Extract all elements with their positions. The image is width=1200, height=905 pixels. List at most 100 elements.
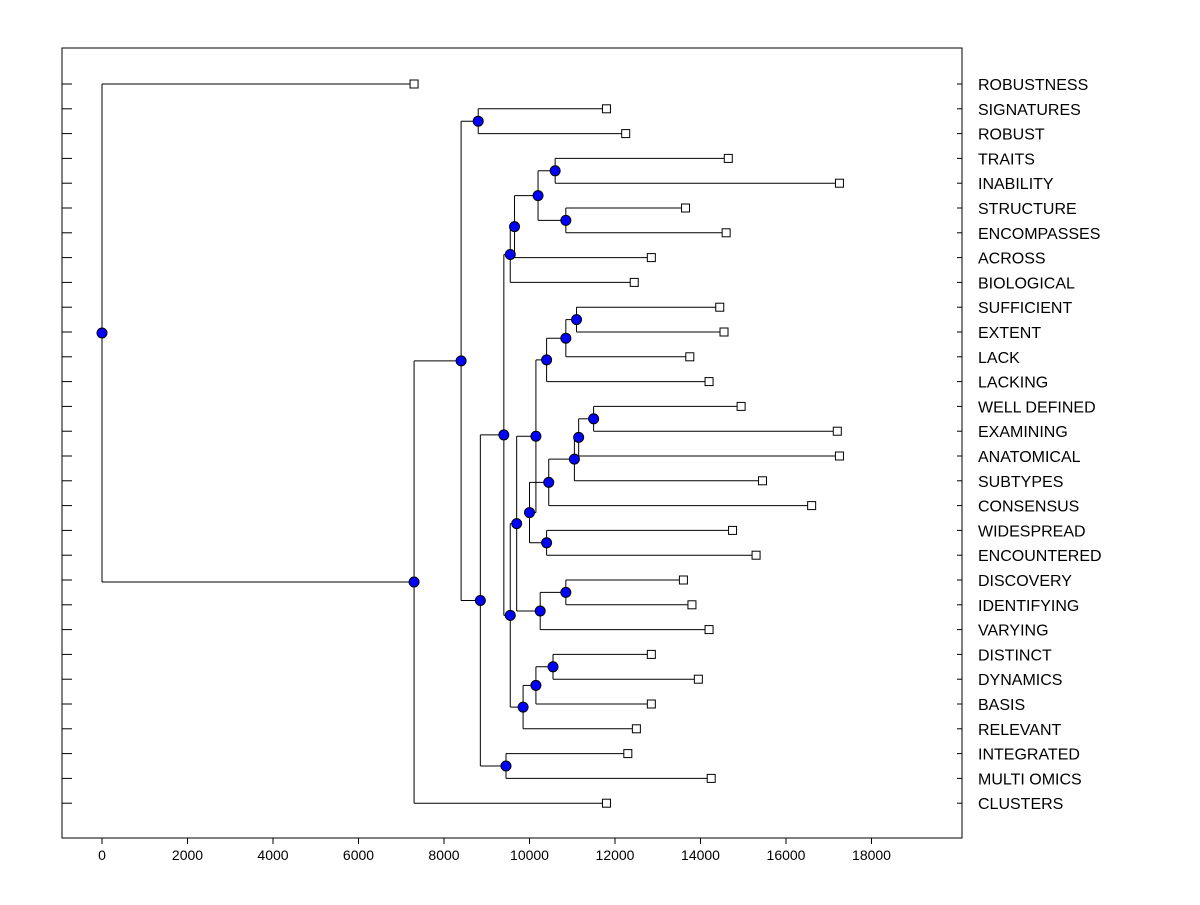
merge-node-marker [541,537,553,549]
leaf-marker [623,749,633,759]
x-tick-label: 8000 [428,847,459,863]
leaf-label: LACK [978,350,1020,367]
leaf-label: DYNAMICS [978,672,1062,689]
merge-node-marker [455,355,467,367]
dendrogram-links [101,83,840,804]
leaf-label: INTEGRATED [978,747,1080,764]
leaf-marker [621,129,631,139]
leaf-marker [751,550,761,560]
leaf-marker [719,327,729,337]
leaf-marker [757,476,767,486]
leaf-marker [601,104,611,114]
leaf-marker [706,773,716,783]
leaf-markers [409,79,844,808]
merge-node-marker [547,661,559,673]
merge-node-marker [588,413,600,425]
leaf-marker [687,600,697,610]
leaf-marker [601,798,611,808]
leaf-marker [409,79,419,89]
leaf-marker [728,525,738,535]
merge-node-marker [532,190,544,202]
leaf-label: ACROSS [978,251,1046,268]
x-tick-label: 16000 [767,847,806,863]
merge-node-marker [511,518,523,530]
leaf-marker [723,153,733,163]
leaf-label: ROBUSTNESS [978,77,1088,94]
leaf-label: DISTINCT [978,647,1052,664]
leaf-label: VARYING [978,623,1049,640]
leaf-label: WIDESPREAD [978,523,1086,540]
leaf-marker [834,451,844,461]
leaf-label: INABILITY [978,176,1054,193]
leaf-marker [704,377,714,387]
leaf-label: RELEVANT [978,722,1062,739]
leaf-label: MULTI OMICS [978,771,1082,788]
merge-node-marker [541,354,553,366]
leaf-marker [685,352,695,362]
x-tick-label: 4000 [257,847,288,863]
merge-node-marker [474,594,486,606]
leaf-label: SUFFICIENT [978,300,1072,317]
x-tick-label: 0 [98,847,106,863]
leaf-labels: ROBUSTNESS SIGNATURES ROBUST TRAITS INABILIT… [978,77,1102,813]
merge-node-marker [498,429,510,441]
merge-node-marker [549,165,561,177]
leaf-label: BIOLOGICAL [978,275,1075,292]
merge-node-marker [543,476,555,488]
merge-node-marker [568,453,580,465]
leaf-marker [832,426,842,436]
merge-node-marker [517,701,529,713]
merge-node-marker [560,214,572,226]
merge-node-marker [509,221,521,233]
x-tick-label: 2000 [172,847,203,863]
leaf-label: CONSENSUS [978,499,1079,516]
leaf-label: BASIS [978,697,1025,714]
merge-node-marker [96,327,108,339]
leaf-marker [834,178,844,188]
leaf-label: IDENTIFYING [978,598,1079,615]
leaf-marker [807,501,817,511]
leaf-label: ENCOUNTERED [978,548,1102,565]
leaf-label: LACKING [978,375,1048,392]
leaf-label: ENCOMPASSES [978,226,1100,243]
x-tick-label: 6000 [343,847,374,863]
leaf-marker [681,203,691,213]
leaf-marker [721,228,731,238]
merge-node-marker [560,332,572,344]
merge-node-marker [573,431,585,443]
merge-node-marker [534,605,546,617]
x-axis: 0 2000 4000 6000 8000 10000 12000 14000 16000 180… [98,838,891,863]
leaf-label: ROBUST [978,127,1045,144]
leaf-marker [704,625,714,635]
x-tick-label: 18000 [852,847,891,863]
leaf-label: TRAITS [978,151,1035,168]
merge-node-marker [530,430,542,442]
leaf-label: CLUSTERS [978,796,1063,813]
plot-frame [61,47,963,839]
leaf-marker [678,575,688,585]
merge-markers [96,115,600,772]
y-axis-ticks [62,83,962,804]
merge-node-marker [504,249,516,260]
leaf-label: DISCOVERY [978,573,1072,590]
merge-node-marker [500,760,512,772]
merge-node-marker [560,586,572,598]
leaf-label: WELL DEFINED [978,399,1096,416]
leaf-marker [715,302,725,312]
merge-node-marker [504,609,516,621]
merge-node-marker [472,115,484,127]
merge-node-marker [524,507,535,519]
x-tick-label: 12000 [596,847,635,863]
x-tick-label: 10000 [510,847,549,863]
merge-node-marker [408,576,420,588]
leaf-marker [736,401,746,411]
merge-node-marker [571,314,583,326]
leaf-marker [646,253,656,263]
x-tick-label: 14000 [681,847,720,863]
leaf-label: ANATOMICAL [978,449,1081,466]
leaf-marker [646,649,656,659]
leaf-label: SIGNATURES [978,102,1081,119]
leaf-label: EXAMINING [978,424,1068,441]
